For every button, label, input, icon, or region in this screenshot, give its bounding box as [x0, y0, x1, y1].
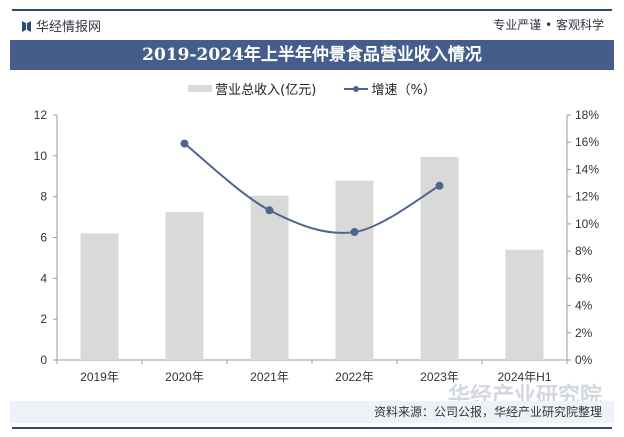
x-tick-label: 2022年 — [335, 370, 374, 384]
bar — [505, 249, 544, 360]
brand-name: 华经情报网 — [36, 20, 102, 35]
bar — [250, 195, 289, 360]
legend-bar-swatch — [188, 85, 213, 92]
brand: 华经情报网 — [22, 16, 101, 35]
growth-point — [435, 181, 444, 190]
top-rule — [12, 9, 612, 11]
right-tick-label: 2% — [575, 326, 593, 340]
chart-title: 2019-2024年上半年仲景食品营业收入情况 — [10, 40, 614, 70]
left-tick-label: 4 — [40, 271, 47, 285]
growth-line — [183, 142, 440, 234]
legend-bar-label: 营业总收入(亿元) — [215, 83, 317, 98]
left-tick-label: 0 — [40, 353, 47, 367]
growth-point — [265, 206, 274, 215]
left-tick-label: 6 — [40, 231, 47, 245]
right-tick-label: 10% — [575, 217, 599, 231]
slogan: 专业严谨 • 客观科学 — [493, 18, 604, 32]
x-tick-label: 2020年 — [165, 370, 204, 384]
bar — [420, 156, 459, 360]
bar — [165, 211, 204, 360]
growth-point — [180, 139, 189, 148]
x-tick-label: 2023年 — [420, 370, 459, 384]
legend: 营业总收入(亿元) 增速（%） — [0, 79, 624, 98]
left-tick-label: 8 — [40, 190, 47, 204]
left-tick-label: 2 — [40, 312, 47, 326]
right-tick-label: 4% — [575, 299, 593, 313]
source-note: 资料来源：公司公报，华经产业研究院整理 — [10, 401, 614, 423]
growth-point — [350, 228, 359, 237]
right-tick-label: 16% — [575, 135, 599, 149]
right-tick-label: 18% — [575, 108, 599, 122]
x-tick-label: 2019年 — [80, 370, 119, 384]
chart-plot: 0 2 4 6 8 10 12 0% 2% 4% 6% 8% 10% 12% 14% 16% 18% 2019年 2… — [34, 108, 600, 384]
right-tick-label: 12% — [575, 190, 599, 204]
left-tick-label: 10 — [34, 149, 48, 163]
right-tick-label: 0% — [575, 353, 593, 367]
bar — [80, 233, 119, 360]
bar — [335, 180, 374, 360]
left-tick-label: 12 — [34, 108, 48, 122]
right-tick-label: 14% — [575, 162, 599, 176]
legend-line-swatch — [344, 86, 369, 92]
x-tick-label: 2024年H1 — [497, 370, 551, 384]
right-tick-label: 8% — [575, 244, 593, 258]
x-tick-label: 2021年 — [250, 370, 289, 384]
right-tick-label: 6% — [575, 271, 593, 285]
bottom-rule — [12, 427, 612, 429]
legend-line-label: 增速（%） — [371, 83, 436, 98]
